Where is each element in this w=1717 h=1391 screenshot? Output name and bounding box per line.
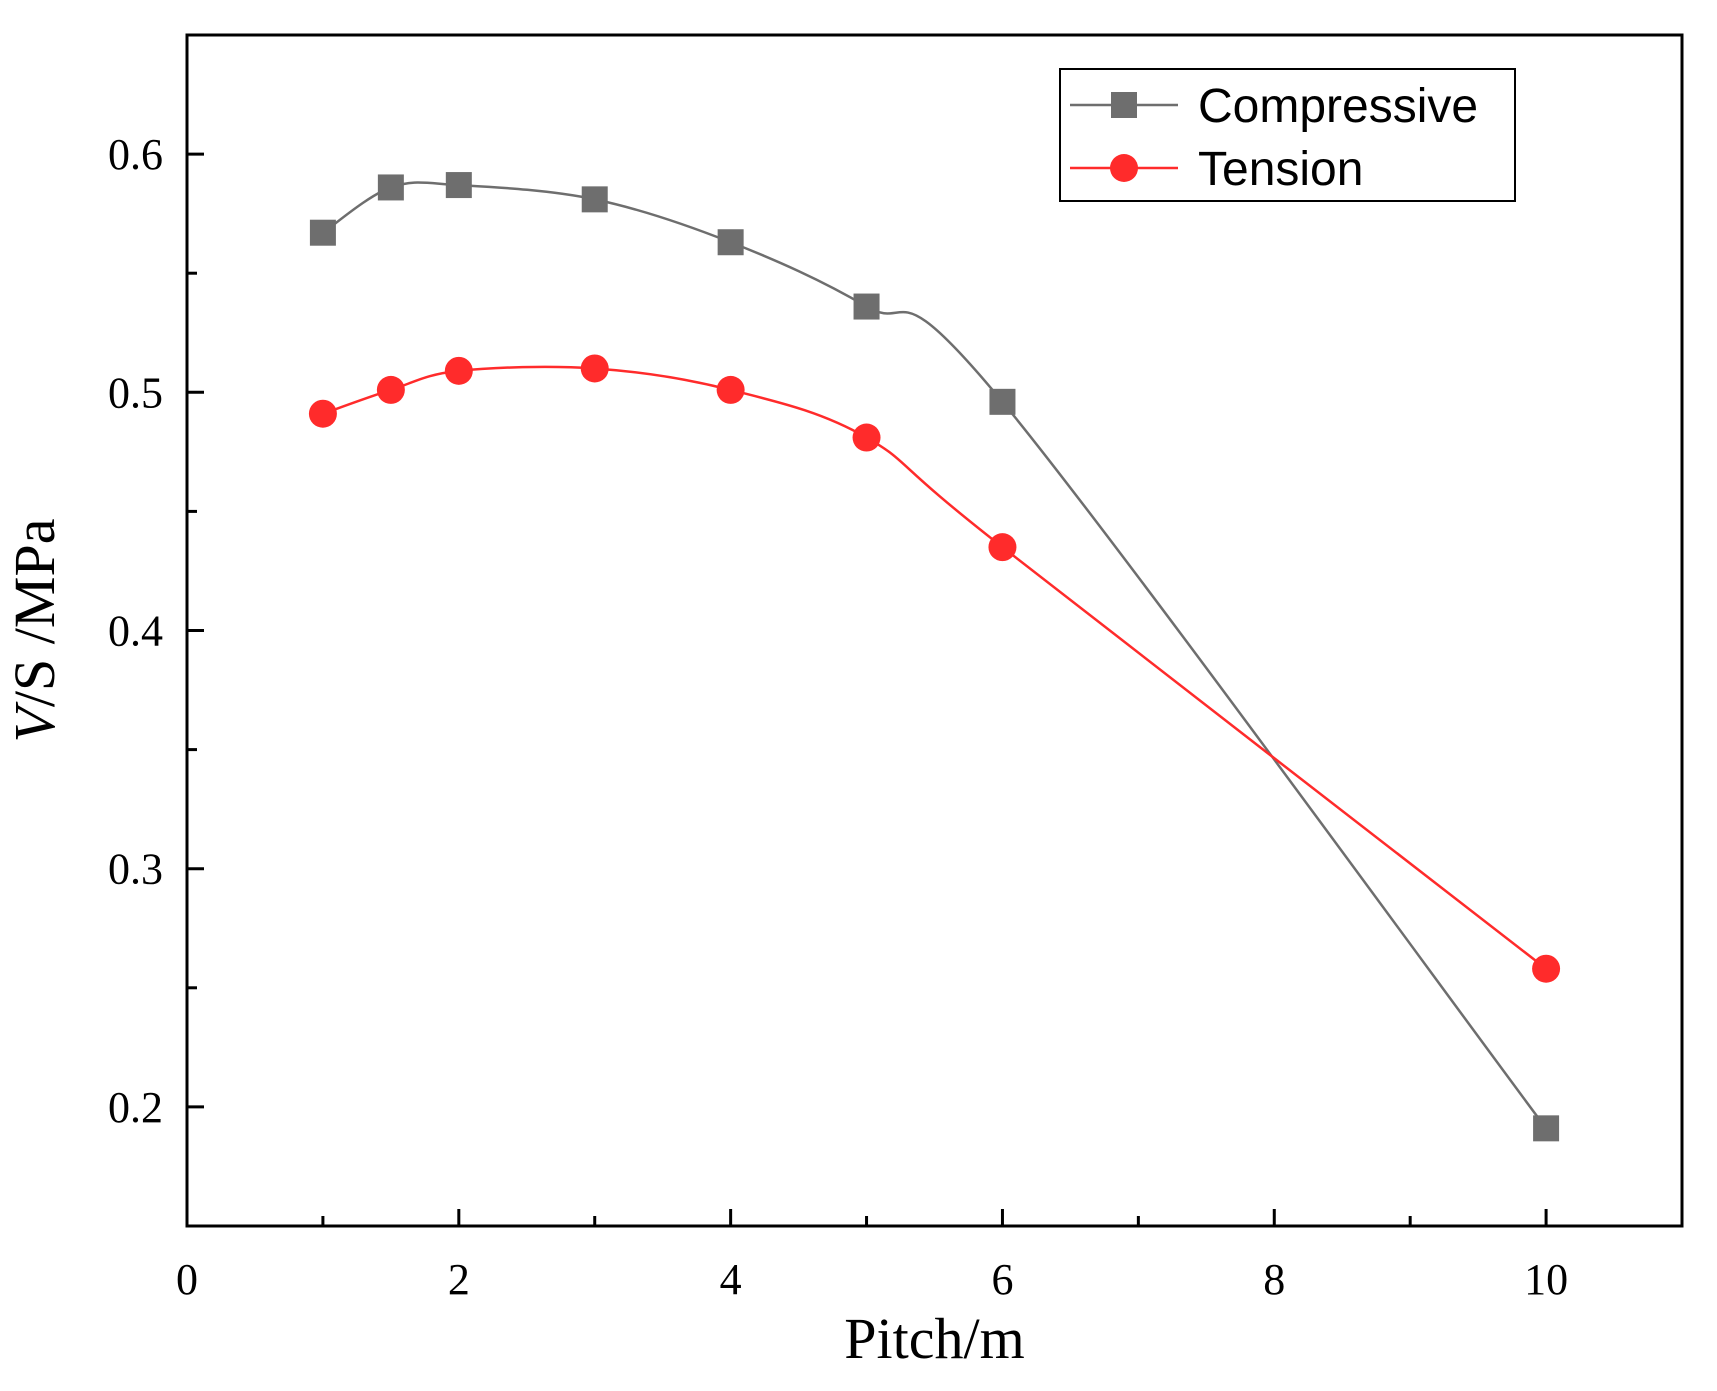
point-tension-6 xyxy=(988,533,1017,562)
point-compressive-1 xyxy=(309,219,336,246)
x-axis-title: Pitch/m xyxy=(844,1306,1024,1371)
point-compressive-6 xyxy=(989,388,1016,415)
legend: Compressive Tension xyxy=(1059,68,1516,202)
point-tension-2 xyxy=(444,356,473,385)
y-axis-title-rest: /S /MPa xyxy=(2,519,67,708)
x-tick-label-4: 4 xyxy=(720,1255,742,1304)
series-layer xyxy=(308,172,1561,1142)
legend-label-compressive: Compressive xyxy=(1198,80,1478,133)
ticks-layer: 0 2 4 6 8 10 0.2 0.3 0.4 0.5 0.6 xyxy=(108,130,1568,1304)
series-compressive xyxy=(309,172,1560,1142)
series-tension xyxy=(308,354,1561,983)
y-tick-label-0.3: 0.3 xyxy=(108,845,163,894)
point-compressive-4 xyxy=(717,229,744,256)
legend-box xyxy=(1059,68,1516,202)
legend-item-tension: Tension xyxy=(1070,143,1363,196)
y-tick-label-0.2: 0.2 xyxy=(108,1083,163,1132)
series-line-compressive xyxy=(322,181,1548,1130)
plot-frame xyxy=(185,33,1684,1228)
x-tick-label-6: 6 xyxy=(991,1255,1013,1304)
legend-items: Compressive Tension xyxy=(1070,80,1478,196)
x-tick-label-10: 10 xyxy=(1524,1255,1568,1304)
x-tick-label-8: 8 xyxy=(1263,1255,1285,1304)
point-compressive-2 xyxy=(445,172,472,199)
x-tick-label-0: 0 xyxy=(176,1255,198,1304)
point-compressive-5 xyxy=(853,293,880,320)
legend-marker-compressive xyxy=(1111,92,1137,118)
legend-item-compressive: Compressive xyxy=(1070,80,1478,133)
y-tick-label-0.6: 0.6 xyxy=(108,130,163,179)
legend-marker-tension xyxy=(1110,154,1138,182)
y-axis-title-italic: V xyxy=(2,701,67,743)
point-tension-5 xyxy=(852,423,881,452)
point-tension-10 xyxy=(1532,954,1561,983)
point-tension-1 xyxy=(308,399,337,428)
point-tension-1.5 xyxy=(376,375,405,404)
point-compressive-3 xyxy=(581,186,608,213)
point-tension-3 xyxy=(580,354,609,383)
series-line-tension xyxy=(322,365,1547,970)
point-compressive-10 xyxy=(1533,1115,1560,1142)
point-compressive-1.5 xyxy=(377,174,404,201)
x-tick-label-2: 2 xyxy=(448,1255,470,1304)
y-axis-title: V/S /MPa xyxy=(2,519,67,743)
y-tick-label-0.5: 0.5 xyxy=(108,368,163,417)
point-tension-4 xyxy=(716,375,745,404)
legend-label-tension: Tension xyxy=(1198,143,1363,196)
y-tick-label-0.4: 0.4 xyxy=(108,607,163,656)
